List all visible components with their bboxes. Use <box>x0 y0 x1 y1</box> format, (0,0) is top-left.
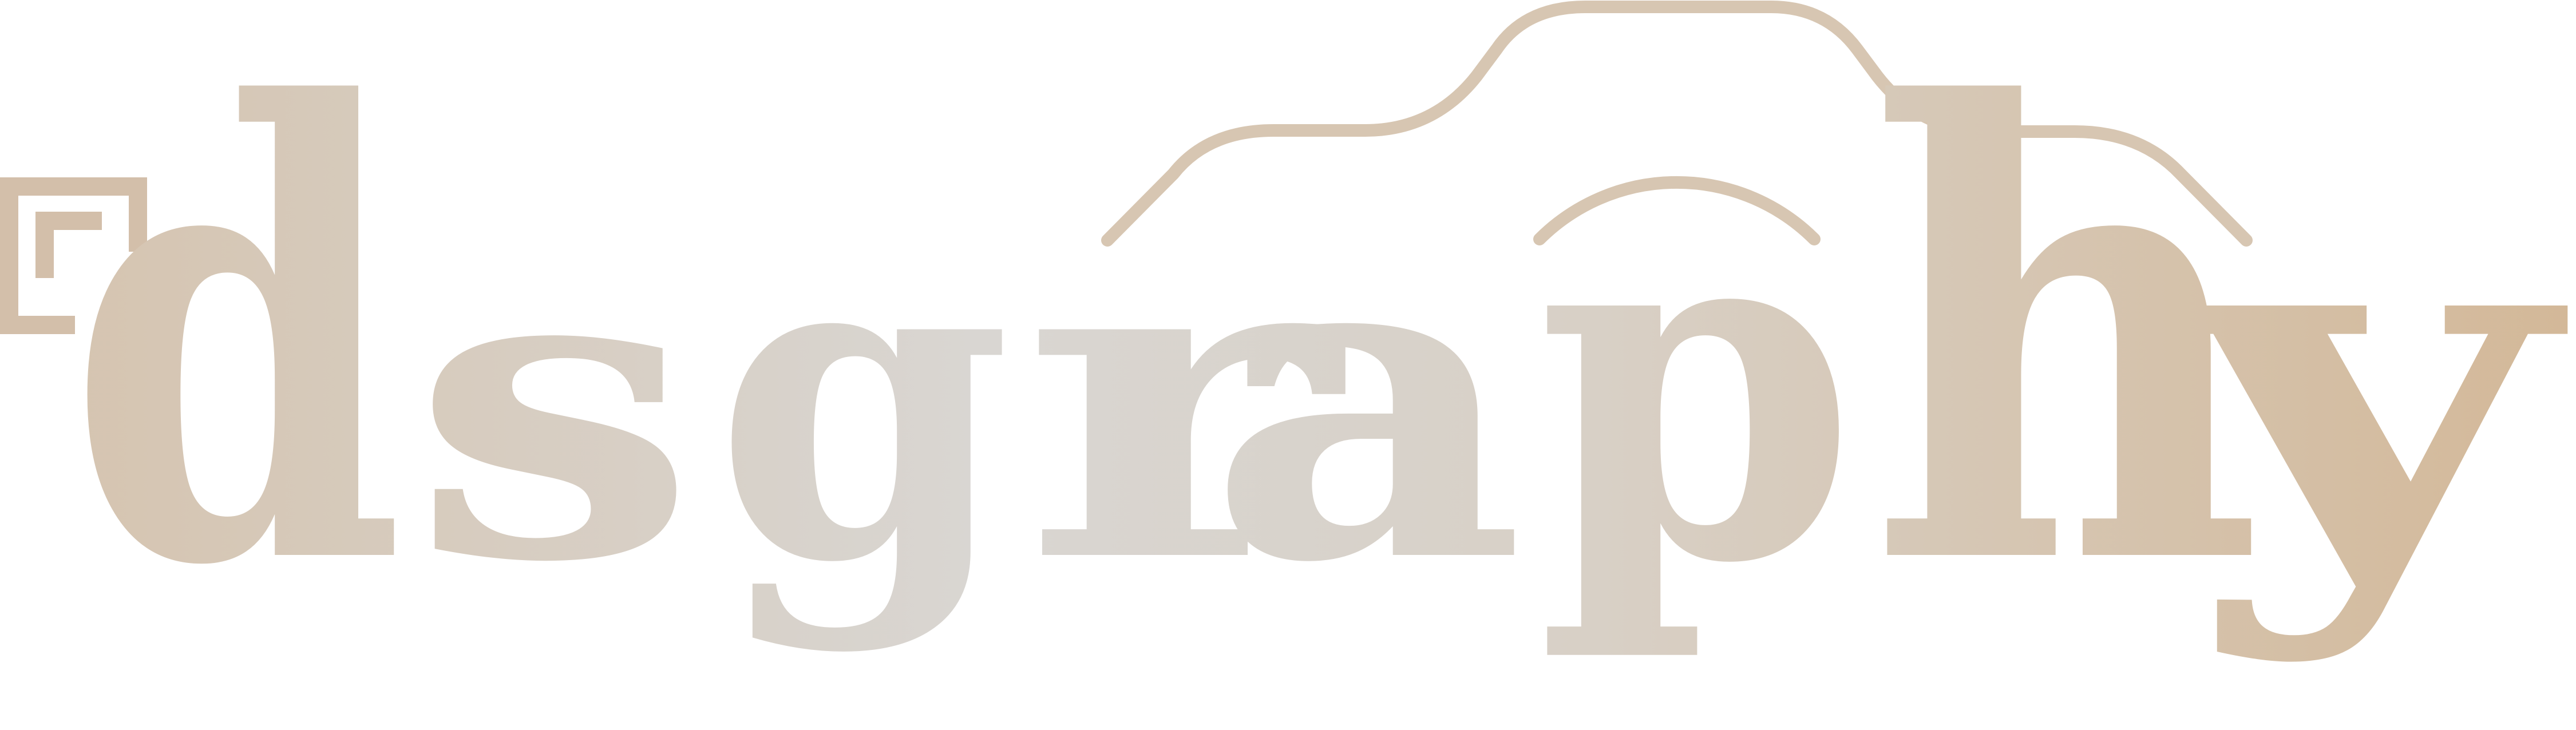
letter-s: s <box>411 168 697 652</box>
letter-p: p <box>1537 104 1857 669</box>
letter-h: h <box>1869 0 2264 701</box>
letter-g: g <box>714 147 1012 658</box>
letter-d: d <box>68 0 405 701</box>
letter-r: r <box>1022 147 1351 658</box>
wordmark: d s g r a p h y <box>68 0 2570 701</box>
camera-lens-arc-icon <box>1533 176 1821 245</box>
viewfinder-corner-icon <box>0 177 147 334</box>
camera-outline-icon <box>1101 1 2253 247</box>
letter-y: y <box>2177 104 2570 669</box>
letter-a: a <box>1208 147 1525 658</box>
